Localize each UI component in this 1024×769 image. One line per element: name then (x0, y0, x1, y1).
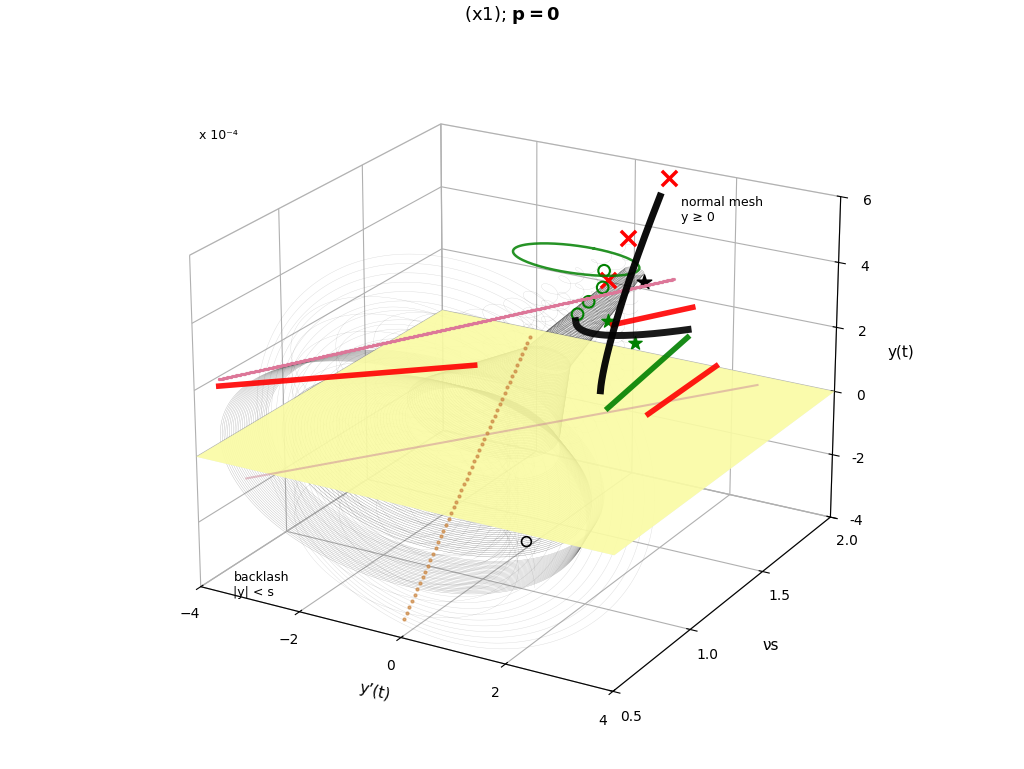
Title: (x1); $\mathbf{p = 0}$: (x1); $\mathbf{p = 0}$ (464, 4, 560, 26)
X-axis label: y’(t): y’(t) (357, 681, 391, 703)
Y-axis label: νs: νs (763, 638, 779, 653)
Text: x 10⁻⁴: x 10⁻⁴ (199, 128, 238, 141)
